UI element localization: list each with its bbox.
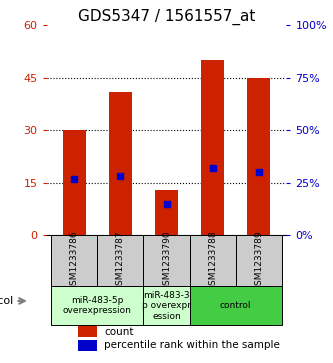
Text: GSM1233790: GSM1233790: [162, 231, 171, 291]
Bar: [109, 92, 132, 235]
Title: GDS5347 / 1561557_at: GDS5347 / 1561557_at: [78, 9, 255, 25]
Bar: [144, 286, 189, 325]
Text: GSM1233786: GSM1233786: [70, 231, 79, 291]
Bar: [247, 78, 270, 235]
Text: GSM1233789: GSM1233789: [254, 231, 263, 291]
Text: miR-483-3
p overexpr
ession: miR-483-3 p overexpr ession: [142, 291, 191, 321]
Text: control: control: [220, 301, 251, 310]
Text: percentile rank within the sample: percentile rank within the sample: [104, 340, 280, 350]
Bar: [189, 286, 282, 325]
Bar: [97, 235, 144, 286]
Text: miR-483-5p
overexpression: miR-483-5p overexpression: [63, 296, 132, 315]
Bar: [201, 60, 224, 235]
Bar: [63, 130, 86, 235]
Bar: [51, 286, 144, 325]
Bar: [236, 235, 282, 286]
Bar: [78, 326, 97, 337]
Bar: [78, 340, 97, 351]
Text: protocol: protocol: [0, 296, 13, 306]
Bar: [144, 235, 189, 286]
Text: GSM1233788: GSM1233788: [208, 231, 217, 291]
Text: GSM1233787: GSM1233787: [116, 231, 125, 291]
Text: count: count: [104, 327, 134, 337]
Bar: [155, 190, 178, 235]
Bar: [189, 235, 236, 286]
Bar: [51, 235, 97, 286]
